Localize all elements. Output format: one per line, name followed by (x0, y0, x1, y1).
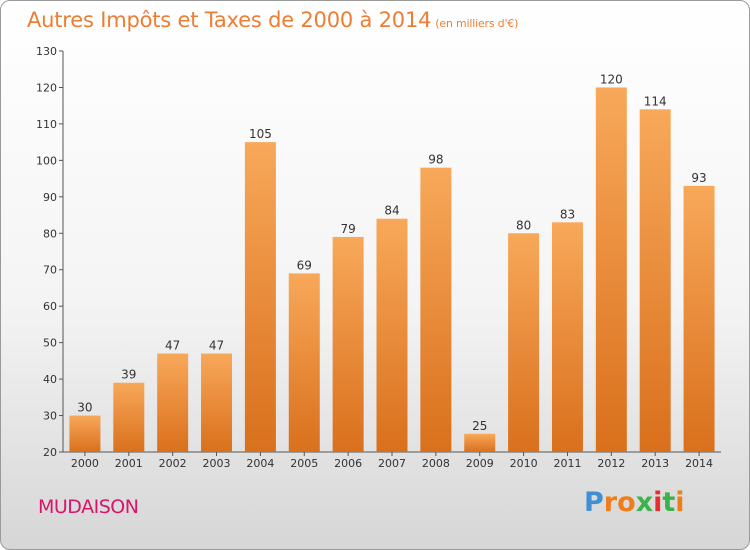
axes: 20 30 40 50 60 70 80 90 100 110 120 130 2000 2001 2002… (36, 45, 721, 470)
value-label-2003: 47 (209, 339, 224, 353)
x-tick-label-2003: 2003 (203, 457, 231, 470)
value-label-2001: 39 (121, 368, 136, 382)
bar-2004 (244, 142, 276, 453)
value-label-2002: 47 (165, 339, 180, 353)
logo-letter: i (675, 487, 685, 518)
chart-title: Autres Impôts et Taxes de 2000 à 2014 (en… (27, 8, 518, 32)
logo-letter: i (653, 487, 663, 518)
x-tick-label-2004: 2004 (246, 457, 274, 470)
logo-letter: P (584, 487, 604, 518)
value-label-2008: 98 (428, 153, 443, 167)
bars: 30 39 47 47 105 69 79 84 98 25 80 83 120 114 93 (69, 72, 715, 453)
x-tick-label-2000: 2000 (71, 457, 99, 470)
y-tick-label: 50 (43, 337, 57, 350)
bar-2000 (69, 415, 101, 452)
bar-2005 (288, 273, 320, 452)
x-tick-label-2012: 2012 (597, 457, 625, 470)
chart-title-text: Autres Impôts et Taxes de 2000 à 2014 (27, 8, 432, 32)
commune-name: MUDAISON (38, 496, 139, 518)
x-tick-label-2006: 2006 (334, 457, 362, 470)
bar-2008 (420, 167, 452, 452)
y-tick-label: 60 (43, 300, 57, 313)
value-label-2012: 120 (600, 72, 623, 86)
x-tick-label-2013: 2013 (641, 457, 669, 470)
bar-2007 (376, 218, 408, 452)
bar-2013 (639, 109, 671, 452)
y-tick-label: 90 (43, 191, 57, 204)
y-tick-label: 80 (43, 227, 57, 240)
chart-subtitle: (en milliers d'€) (435, 17, 519, 30)
y-tick-label: 130 (36, 45, 57, 58)
bar-2002 (157, 353, 189, 452)
x-tick-label-2005: 2005 (290, 457, 318, 470)
x-tick-label-2009: 2009 (466, 457, 494, 470)
logo-letter: o (617, 487, 636, 518)
y-tick-label: 40 (43, 373, 57, 386)
x-tick-label-2008: 2008 (422, 457, 450, 470)
x-tick-label-2014: 2014 (685, 457, 713, 470)
bar-2001 (113, 382, 145, 452)
y-tick-label: 30 (43, 410, 57, 423)
x-tick-label-2010: 2010 (510, 457, 538, 470)
y-tick-label: 70 (43, 264, 57, 277)
value-label-2013: 114 (644, 94, 667, 108)
proxiti-logo: Proxiti (584, 487, 685, 518)
value-label-2014: 93 (691, 171, 706, 185)
logo-letter: r (603, 487, 618, 518)
value-label-2011: 83 (560, 207, 575, 221)
bar-2014 (683, 185, 715, 452)
x-tick-label-2007: 2007 (378, 457, 406, 470)
x-tick-label-2001: 2001 (115, 457, 143, 470)
value-label-2005: 69 (297, 258, 312, 272)
logo-letter: t (662, 487, 676, 518)
y-tick-label: 20 (43, 446, 57, 459)
bar-2011 (551, 222, 583, 452)
y-tick-label: 120 (36, 81, 57, 94)
bar-2003 (201, 353, 233, 452)
x-tick-label-2002: 2002 (159, 457, 187, 470)
bar-2006 (332, 236, 364, 452)
value-label-2006: 79 (340, 222, 355, 236)
logo-letter: x (635, 487, 654, 518)
value-label-2007: 84 (384, 204, 399, 218)
bar-2012 (595, 87, 627, 453)
bar-2010 (508, 233, 540, 452)
value-label-2010: 80 (516, 218, 531, 232)
value-label-2000: 30 (77, 401, 92, 415)
y-tick-label: 110 (36, 118, 57, 131)
bar-2009 (464, 433, 496, 452)
y-tick-label: 100 (36, 154, 57, 167)
x-tick-label-2011: 2011 (553, 457, 581, 470)
value-label-2004: 105 (249, 127, 272, 141)
value-label-2009: 25 (472, 419, 487, 433)
